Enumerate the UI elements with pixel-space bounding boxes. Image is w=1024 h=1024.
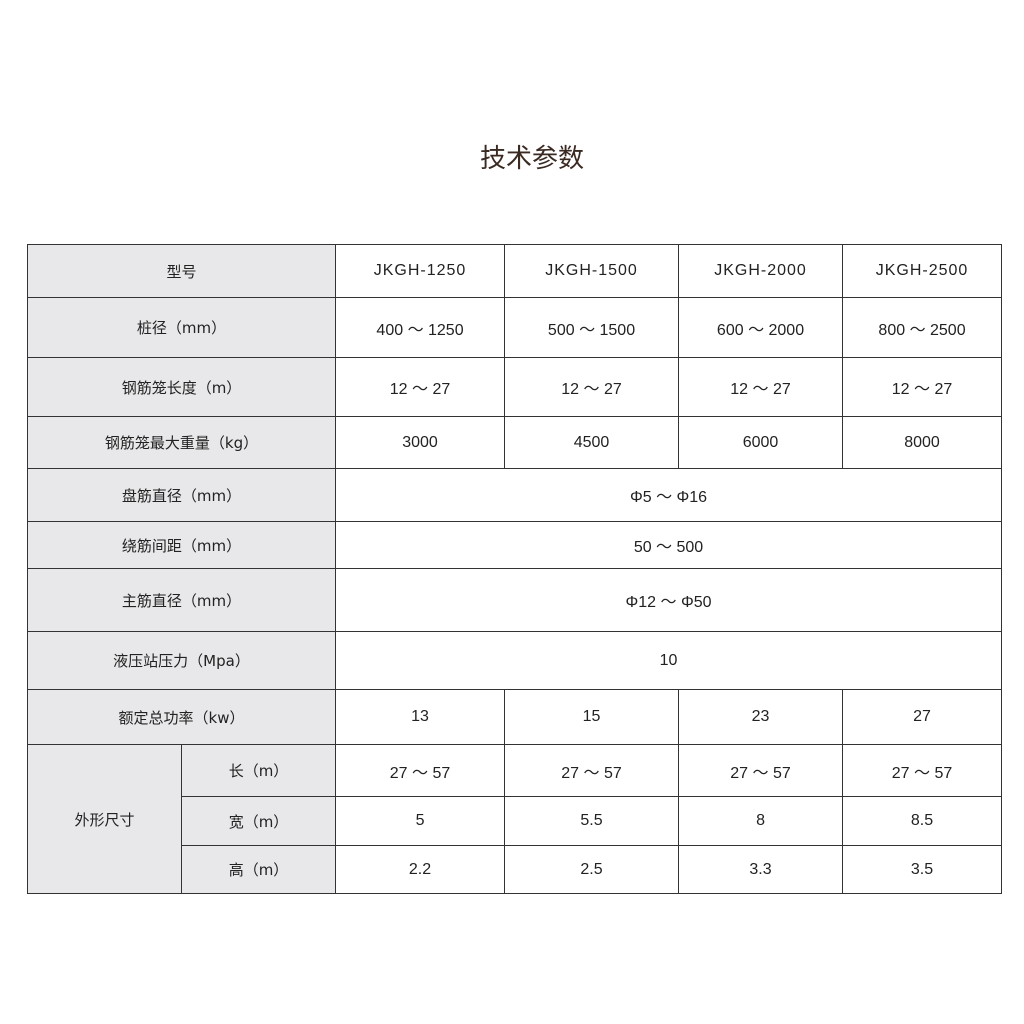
row-label: 液压站压力（Mpa） bbox=[26, 631, 337, 690]
cell: 5.5 bbox=[504, 796, 680, 846]
row-label: 宽（m） bbox=[180, 796, 337, 846]
table-row: 液压站压力（Mpa） 10 bbox=[26, 631, 1003, 690]
cell: 27 ～ 57 bbox=[335, 744, 506, 797]
cell: 400 ～ 1250 bbox=[335, 297, 506, 358]
table-row: 主筋直径（mm） Φ12 ～ Φ50 bbox=[26, 568, 1003, 632]
cell: 15 bbox=[504, 689, 680, 745]
model-name: JKGH-1500 bbox=[504, 244, 680, 298]
row-label: 绕筋间距（mm） bbox=[26, 521, 337, 569]
cell: 23 bbox=[678, 689, 844, 745]
cell: 2.2 bbox=[335, 845, 506, 894]
header-label: 型号 bbox=[26, 244, 337, 298]
table-row: 高（m） 2.2 2.5 3.3 3.5 bbox=[28, 845, 1003, 894]
row-label: 桩径（mm） bbox=[26, 297, 337, 358]
row-label: 盘筋直径（mm） bbox=[26, 468, 337, 522]
cell: 12 ～ 27 bbox=[504, 357, 680, 417]
row-label: 长（m） bbox=[180, 744, 337, 797]
table-row: 外形尺寸 长（m） 27 ～ 57 27 ～ 57 27 ～ 57 27 ～ 5… bbox=[27, 744, 1003, 894]
cell: 800 ～ 2500 bbox=[842, 297, 1003, 358]
row-label: 钢筋笼长度（m） bbox=[26, 357, 337, 417]
cell: 27 bbox=[842, 689, 1003, 745]
table-row: 钢筋笼最大重量（kg） 3000 4500 6000 8000 bbox=[26, 416, 1003, 469]
cell: 500 ～ 1500 bbox=[504, 297, 680, 358]
cell: 600 ～ 2000 bbox=[678, 297, 844, 358]
cell: 8 bbox=[678, 796, 844, 846]
table-row: 盘筋直径（mm） Φ5 ～ Φ16 bbox=[26, 468, 1003, 522]
cell: 6000 bbox=[678, 416, 844, 469]
cell: 3.3 bbox=[678, 845, 844, 894]
row-label: 主筋直径（mm） bbox=[26, 568, 337, 632]
spec-table: 型号 JKGH-1250 JKGH-1500 JKGH-2000 JKGH-25… bbox=[26, 244, 1003, 894]
cell: 4500 bbox=[504, 416, 680, 469]
cell: Φ12 ～ Φ50 bbox=[335, 568, 1003, 632]
model-name: JKGH-2000 bbox=[678, 244, 844, 298]
header-row: 型号 JKGH-1250 JKGH-1500 JKGH-2000 JKGH-25… bbox=[26, 244, 1003, 298]
table-row: 绕筋间距（mm） 50 ～ 500 bbox=[26, 521, 1003, 569]
cell: Φ5 ～ Φ16 bbox=[335, 468, 1003, 522]
row-label: 额定总功率（kw） bbox=[26, 689, 337, 745]
cell: 27 ～ 57 bbox=[504, 744, 680, 797]
cell: 12 ～ 27 bbox=[335, 357, 506, 417]
cell: 8.5 bbox=[842, 796, 1003, 846]
cell: 12 ～ 27 bbox=[678, 357, 844, 417]
cell: 2.5 bbox=[504, 845, 680, 894]
table-row: 额定总功率（kw） 13 15 23 27 bbox=[26, 689, 1003, 745]
table-row: 宽（m） 5 5.5 8 8.5 bbox=[28, 796, 1003, 846]
cell: 10 bbox=[335, 631, 1003, 690]
cell: 3000 bbox=[335, 416, 506, 469]
row-label: 钢筋笼最大重量（kg） bbox=[26, 416, 337, 469]
cell: 8000 bbox=[842, 416, 1003, 469]
cell: 13 bbox=[335, 689, 506, 745]
row-label: 高（m） bbox=[180, 845, 337, 894]
table-row: 桩径（mm） 400 ～ 1250 500 ～ 1500 600 ～ 2000 … bbox=[26, 297, 1003, 358]
model-name: JKGH-1250 bbox=[335, 244, 506, 298]
cell: 12 ～ 27 bbox=[842, 357, 1003, 417]
model-name: JKGH-2500 bbox=[842, 244, 1003, 298]
cell: 27 ～ 57 bbox=[678, 744, 844, 797]
cell: 27 ～ 57 bbox=[842, 744, 1003, 797]
page-title: 技术参数 bbox=[479, 144, 584, 174]
dimensions-label: 外形尺寸 bbox=[27, 744, 182, 894]
cell: 3.5 bbox=[842, 845, 1003, 894]
cell: 5 bbox=[335, 796, 506, 846]
cell: 50 ～ 500 bbox=[335, 521, 1003, 569]
table-row: 钢筋笼长度（m） 12 ～ 27 12 ～ 27 12 ～ 27 12 ～ 27 bbox=[26, 357, 1003, 417]
